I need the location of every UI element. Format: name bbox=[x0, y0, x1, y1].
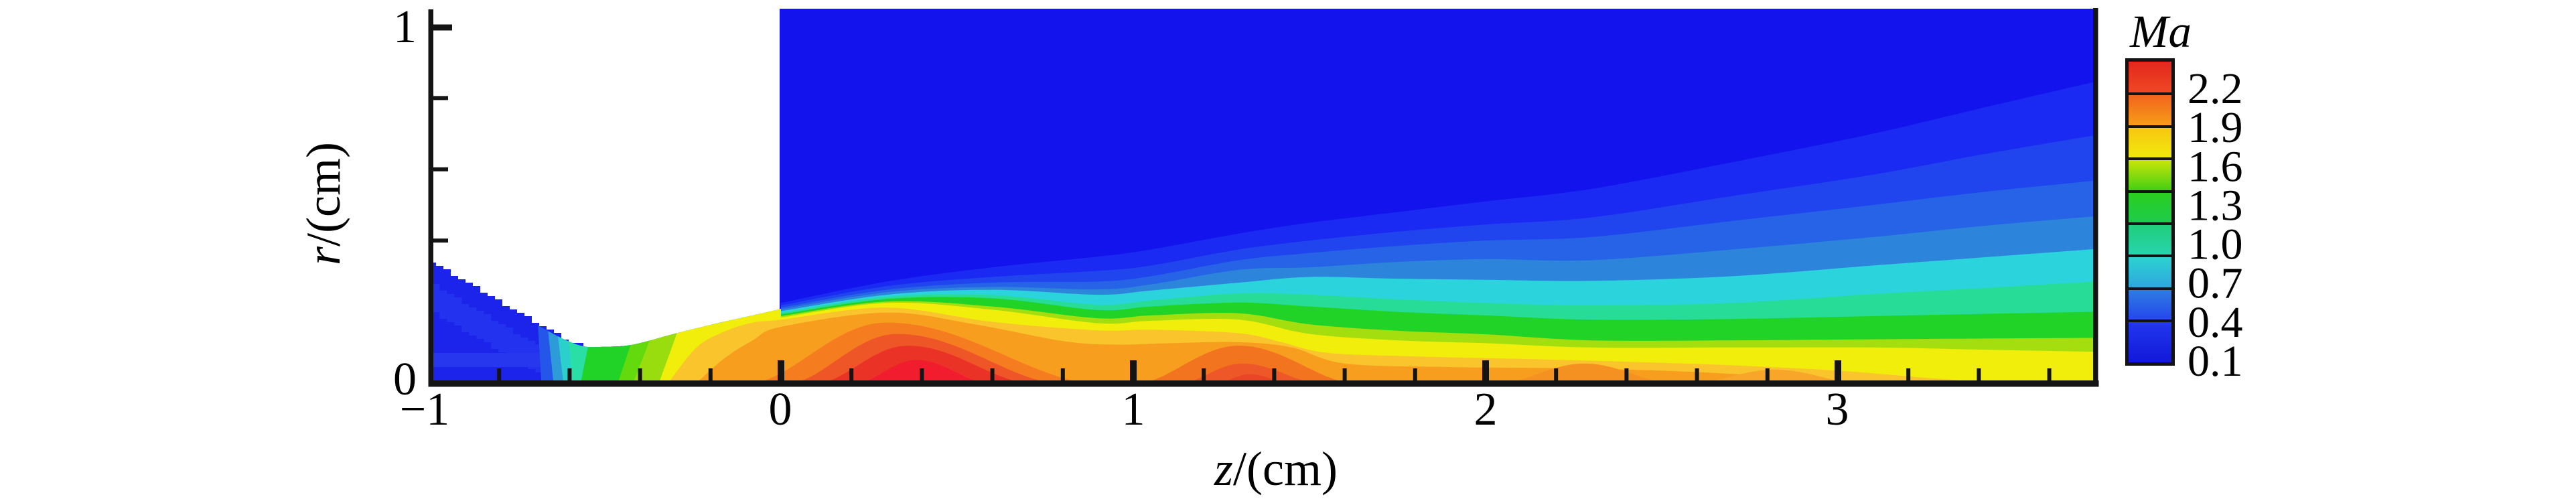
svg-text:0: 0 bbox=[393, 354, 417, 405]
svg-text:1: 1 bbox=[393, 1, 417, 53]
svg-text:1.3: 1.3 bbox=[2188, 181, 2243, 230]
svg-text:3: 3 bbox=[1826, 384, 1849, 435]
svg-text:0: 0 bbox=[769, 384, 792, 435]
svg-text:0.1: 0.1 bbox=[2188, 337, 2243, 386]
svg-text:1.6: 1.6 bbox=[2188, 142, 2243, 191]
svg-text:Ma: Ma bbox=[2129, 6, 2192, 57]
svg-text:1: 1 bbox=[1122, 384, 1145, 435]
svg-text:r/(cm): r/(cm) bbox=[297, 142, 350, 265]
svg-text:2.2: 2.2 bbox=[2188, 64, 2243, 113]
svg-text:2: 2 bbox=[1474, 384, 1498, 435]
svg-text:−1: −1 bbox=[400, 384, 449, 435]
svg-text:1.0: 1.0 bbox=[2188, 220, 2243, 269]
svg-text:0.4: 0.4 bbox=[2188, 298, 2243, 347]
svg-text:0.7: 0.7 bbox=[2188, 259, 2243, 308]
svg-text:z/(cm): z/(cm) bbox=[1214, 442, 1338, 496]
svg-text:1.9: 1.9 bbox=[2188, 103, 2243, 152]
